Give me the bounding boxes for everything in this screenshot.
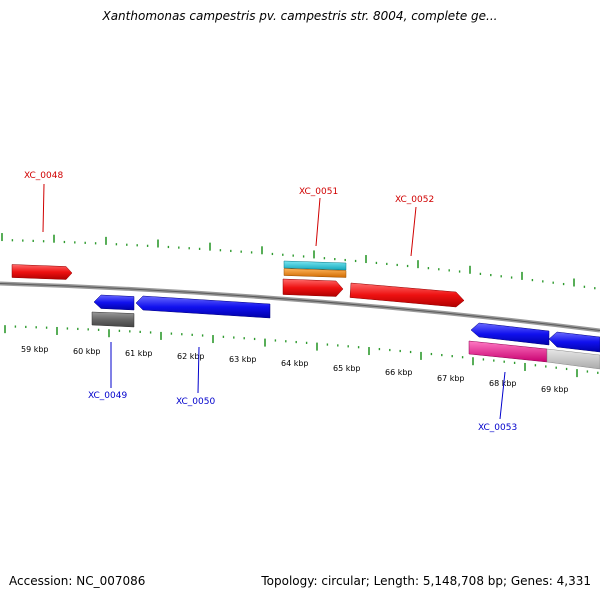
kbp-label-60: 60 kbp xyxy=(73,347,101,356)
genome-summary-text: Topology: circular; Length: 5,148,708 bp… xyxy=(261,574,591,588)
kbp-label-59: 59 kbp xyxy=(21,345,49,354)
feature-xc-0050[interactable] xyxy=(135,295,271,319)
gene-label-xc-0053[interactable]: XC_0053 xyxy=(478,423,517,433)
map-title: Xanthomonas campestris pv. campestris st… xyxy=(102,9,498,23)
callout-line-xc-0052 xyxy=(410,206,417,257)
feature-xc-0052[interactable] xyxy=(349,282,465,308)
accession-text: Accession: NC_007086 xyxy=(9,574,146,588)
reverse-tick-track xyxy=(4,325,599,378)
kbp-label-66: 66 kbp xyxy=(385,368,413,377)
gene-label-xc-0048[interactable]: XC_0048 xyxy=(24,171,63,181)
feature-xc-0051-orange[interactable] xyxy=(283,268,347,278)
feature-xc-0051-cyan[interactable] xyxy=(283,260,347,271)
forward-tick-track xyxy=(1,233,596,290)
callout-lines xyxy=(42,183,506,420)
kbp-label-65: 65 kbp xyxy=(333,364,361,373)
feature-xc-0053-next[interactable] xyxy=(548,331,600,353)
gene-label-xc-0051[interactable]: XC_0051 xyxy=(299,187,338,197)
feature-xc-0053-pink[interactable] xyxy=(468,340,548,363)
kbp-label-67: 67 kbp xyxy=(437,374,465,383)
callout-line-xc-0050 xyxy=(197,346,200,394)
kbp-label-68: 68 kbp xyxy=(489,379,517,388)
feature-xc-0048[interactable] xyxy=(11,264,73,280)
kbp-label-63: 63 kbp xyxy=(229,355,257,364)
kbp-label-69: 69 kbp xyxy=(541,385,569,394)
reverse-features xyxy=(91,294,600,370)
gene-labels: XC_0048 XC_0051 XC_0052 XC_0049 XC_0050 … xyxy=(24,171,517,433)
callout-line-xc-0048 xyxy=(42,183,45,233)
kbp-label-62: 62 kbp xyxy=(177,352,205,361)
genome-backbone xyxy=(0,281,600,333)
feature-xc-0049-gray[interactable] xyxy=(91,311,135,328)
feature-xc-0051[interactable] xyxy=(282,278,344,297)
kbp-label-61: 61 kbp xyxy=(125,349,153,358)
gene-label-xc-0050[interactable]: XC_0050 xyxy=(176,397,215,407)
feature-xc-0049[interactable] xyxy=(93,294,135,311)
feature-xc-0053[interactable] xyxy=(470,322,550,346)
forward-features xyxy=(11,260,465,308)
gene-label-xc-0049[interactable]: XC_0049 xyxy=(88,391,127,401)
gene-label-xc-0052[interactable]: XC_0052 xyxy=(395,195,434,205)
callout-line-xc-0053 xyxy=(499,371,506,420)
kbp-scale: 59 kbp 60 kbp 61 kbp 62 kbp 63 kbp 64 kb… xyxy=(21,345,569,394)
kbp-label-64: 64 kbp xyxy=(281,359,309,368)
feature-xc-0053-lightgray[interactable] xyxy=(546,348,600,370)
callout-line-xc-0051 xyxy=(315,197,321,247)
